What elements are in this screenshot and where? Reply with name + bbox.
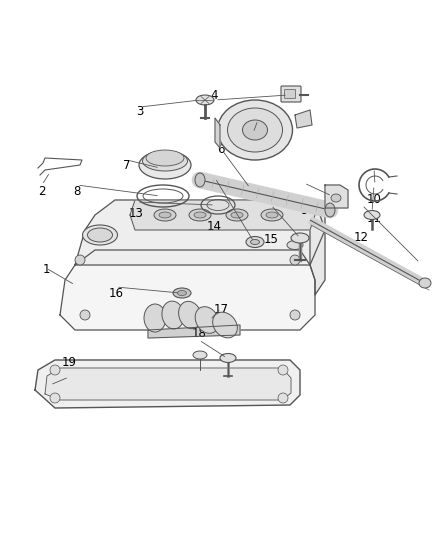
- Ellipse shape: [173, 288, 191, 298]
- Ellipse shape: [194, 212, 206, 218]
- Ellipse shape: [162, 301, 184, 329]
- Ellipse shape: [177, 290, 187, 295]
- Ellipse shape: [196, 95, 214, 105]
- Ellipse shape: [246, 237, 264, 247]
- Ellipse shape: [193, 351, 207, 359]
- Ellipse shape: [218, 100, 293, 160]
- Circle shape: [50, 393, 60, 403]
- Ellipse shape: [144, 304, 166, 332]
- Text: 18: 18: [192, 327, 207, 340]
- Ellipse shape: [159, 212, 171, 218]
- Ellipse shape: [231, 212, 243, 218]
- Ellipse shape: [243, 120, 268, 140]
- Ellipse shape: [213, 312, 237, 338]
- Circle shape: [50, 365, 60, 375]
- Text: 14: 14: [207, 220, 222, 233]
- Ellipse shape: [195, 173, 205, 187]
- Text: 8: 8: [73, 185, 80, 198]
- Polygon shape: [215, 118, 220, 148]
- Ellipse shape: [287, 240, 303, 249]
- Polygon shape: [148, 325, 240, 338]
- Ellipse shape: [325, 203, 335, 217]
- Ellipse shape: [82, 225, 117, 245]
- Text: 17: 17: [214, 303, 229, 316]
- Ellipse shape: [266, 212, 278, 218]
- Text: 4: 4: [211, 90, 219, 102]
- Ellipse shape: [226, 209, 248, 221]
- Text: 9: 9: [300, 204, 308, 217]
- Ellipse shape: [189, 209, 211, 221]
- Text: 10: 10: [367, 193, 382, 206]
- Ellipse shape: [88, 228, 113, 242]
- Ellipse shape: [139, 151, 191, 179]
- Ellipse shape: [251, 239, 259, 245]
- Ellipse shape: [227, 108, 283, 152]
- Text: 3: 3: [137, 106, 144, 118]
- Ellipse shape: [331, 194, 341, 202]
- Ellipse shape: [179, 301, 201, 329]
- Ellipse shape: [146, 150, 184, 166]
- Ellipse shape: [220, 353, 236, 362]
- Ellipse shape: [291, 233, 309, 243]
- Text: 7: 7: [123, 159, 131, 172]
- Circle shape: [75, 255, 85, 265]
- Circle shape: [290, 310, 300, 320]
- Text: 16: 16: [109, 287, 124, 300]
- Text: 19: 19: [62, 356, 77, 369]
- Text: 6: 6: [217, 143, 225, 156]
- Polygon shape: [295, 110, 312, 128]
- Polygon shape: [45, 368, 291, 400]
- Polygon shape: [75, 200, 325, 265]
- Text: 12: 12: [354, 231, 369, 244]
- Circle shape: [290, 255, 300, 265]
- FancyBboxPatch shape: [285, 90, 296, 99]
- Ellipse shape: [419, 278, 431, 288]
- Text: 13: 13: [128, 207, 143, 220]
- Circle shape: [80, 310, 90, 320]
- Polygon shape: [310, 200, 325, 295]
- Ellipse shape: [364, 211, 380, 220]
- Ellipse shape: [261, 209, 283, 221]
- Text: 11: 11: [367, 212, 382, 225]
- Ellipse shape: [195, 306, 219, 333]
- Polygon shape: [130, 200, 315, 230]
- Text: 15: 15: [264, 233, 279, 246]
- Ellipse shape: [142, 151, 187, 171]
- Ellipse shape: [154, 209, 176, 221]
- Text: 2: 2: [38, 185, 46, 198]
- Circle shape: [278, 393, 288, 403]
- Polygon shape: [325, 185, 348, 208]
- Circle shape: [278, 365, 288, 375]
- FancyBboxPatch shape: [281, 86, 301, 102]
- Text: 1: 1: [42, 263, 50, 276]
- Polygon shape: [60, 250, 315, 330]
- Text: 5: 5: [255, 114, 262, 126]
- Polygon shape: [35, 360, 300, 408]
